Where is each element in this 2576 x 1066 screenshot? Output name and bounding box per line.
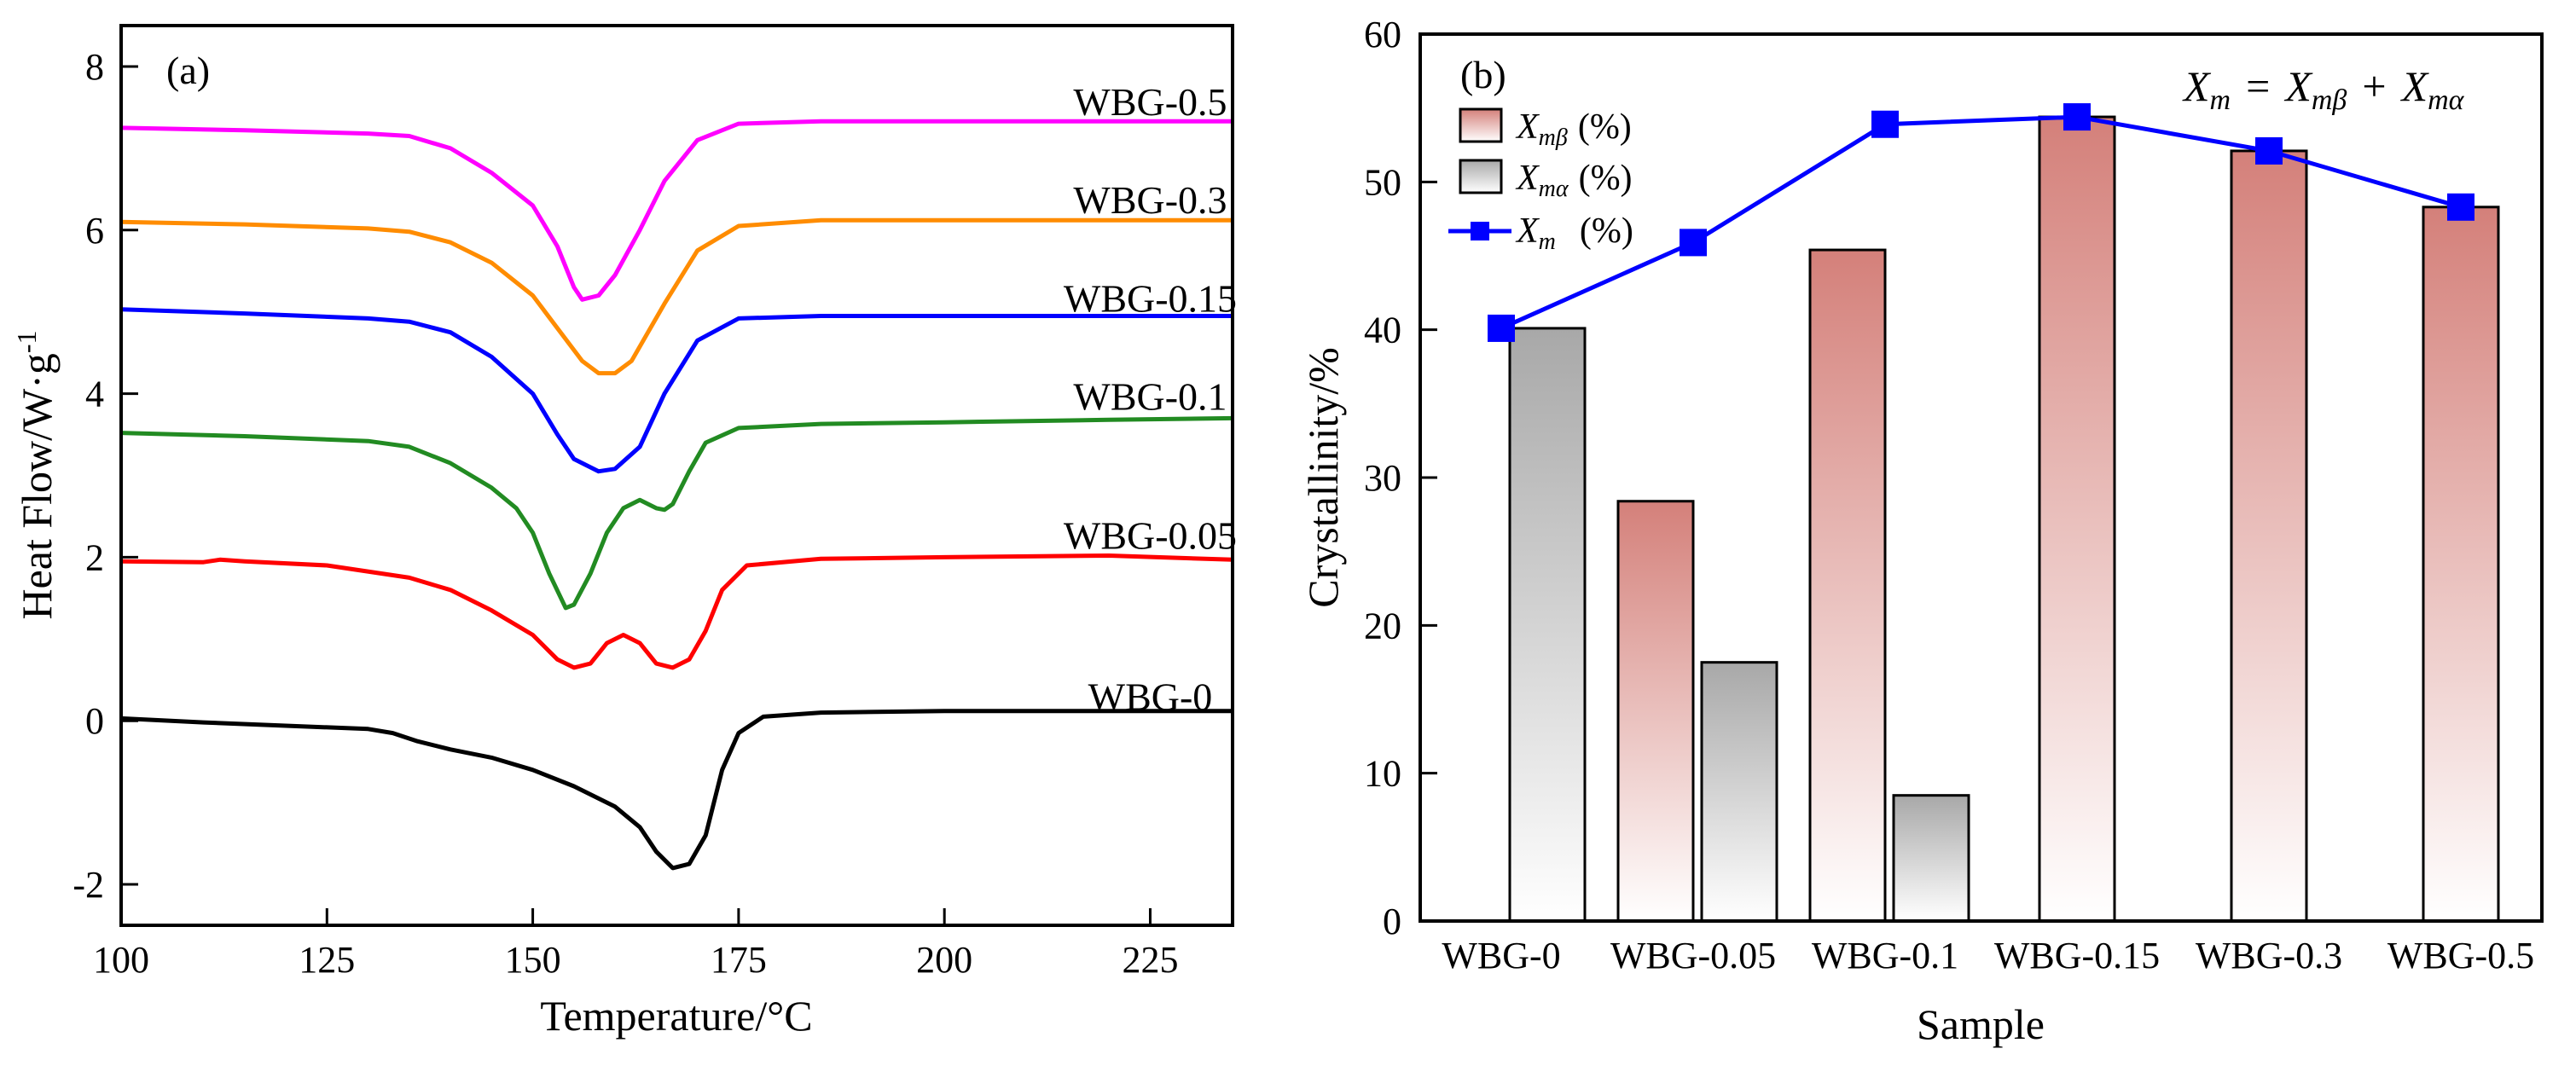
b-category-label: WBG-0 (1442, 935, 1560, 976)
curve-wbg-0 (121, 709, 1233, 871)
panel-b-ylabel: Crystallinity/% (1299, 347, 1347, 608)
legend-label-beta: Xmβ (%) (1515, 107, 1632, 151)
a-xtick-label: 100 (93, 939, 149, 981)
curve-wbg-0.15 (121, 307, 1233, 474)
xm-point (1680, 229, 1707, 257)
xm-line (1500, 114, 2462, 331)
bar-alpha (1700, 661, 1778, 923)
a-ytick-label: 0 (85, 700, 104, 742)
bar-beta (1808, 248, 1887, 923)
xm-point (1871, 110, 1899, 138)
a-ytick-label: 4 (85, 374, 104, 415)
curve-label-wbg-0.1: WBG-0.1 (1073, 374, 1227, 418)
b-category-label: WBG-0.05 (1610, 935, 1776, 976)
bar-beta (2230, 149, 2308, 923)
xm-point (2255, 136, 2283, 165)
bar-beta (2038, 115, 2116, 923)
a-xtick-label: 200 (916, 939, 972, 981)
curve-wbg-0.1 (121, 415, 1233, 611)
panel-a-xlabel: Temperature/°C (540, 992, 812, 1040)
curve-wbg-0.5 (121, 119, 1233, 302)
b-ytick-label: 30 (1364, 457, 1401, 499)
a-xtick-label: 125 (299, 939, 355, 981)
panel-b-label: (b) (1460, 53, 1506, 96)
a-ytick-label: 6 (85, 210, 104, 252)
xm-point (2447, 193, 2474, 221)
legend-marker-xm (1471, 222, 1489, 240)
a-xtick-label: 225 (1122, 939, 1178, 981)
equation: Xm = Xmβ + Xmα (2182, 62, 2465, 116)
curve-label-wbg-0: WBG-0 (1088, 675, 1213, 718)
panel-a-ylabel-sup: -1 (11, 330, 42, 353)
curve-label-wbg-0.3: WBG-0.3 (1073, 178, 1227, 222)
b-category-label: WBG-0.15 (1994, 935, 2160, 976)
b-ytick-label: 10 (1364, 753, 1401, 795)
a-ytick-label: 8 (85, 46, 104, 88)
panel-b-xlabel: Sample (1917, 1000, 2045, 1048)
xm-point (1488, 314, 1515, 342)
legend-swatch-beta (1459, 107, 1503, 143)
a-xtick-label: 150 (505, 939, 561, 981)
panel-a: WBG-0.5 WBG-0.3 WBG-0.15 WBG-0.1 WBG-0.05 WBG… (11, 24, 1237, 1040)
legend: Xmβ (%) Xmα (%) Xm (%) (1448, 107, 1633, 255)
legend-label-alpha: Xmα (%) (1515, 159, 1633, 202)
bar-beta (1616, 500, 1695, 923)
panel-b: 0 10 20 30 40 50 60 WBG-0 WBG-0.05 WBG-0.1 WBG-0.1… (1299, 14, 2544, 1048)
b-ytick-label: 0 (1383, 901, 1401, 942)
bar-alpha (1892, 794, 1970, 923)
xm-point (2063, 103, 2091, 131)
b-ytick-label: 40 (1364, 310, 1401, 351)
b-category-label: WBG-0.3 (2196, 935, 2342, 976)
b-category-label: WBG-0.1 (1812, 935, 1958, 976)
panel-a-frame (119, 24, 1234, 927)
curve-wbg-0.05 (121, 553, 1233, 670)
curve-wbg-0.3 (121, 217, 1233, 376)
bar-beta (2422, 206, 2500, 923)
panel-a-label: (a) (166, 49, 210, 92)
bar-alpha (1508, 327, 1587, 923)
b-ytick-label: 20 (1364, 605, 1401, 646)
curve-label-wbg-0.15: WBG-0.15 (1064, 276, 1237, 320)
panel-a-ylabel: Heat Flow/W·g-1 (11, 330, 61, 619)
b-ytick-label: 50 (1364, 161, 1401, 203)
curve-label-wbg-0.05: WBG-0.05 (1064, 513, 1237, 557)
a-ytick-label: 2 (85, 536, 104, 578)
b-ytick-label: 60 (1364, 14, 1401, 55)
a-xtick-label: 175 (711, 939, 767, 981)
legend-swatch-alpha (1459, 159, 1503, 194)
a-ytick-label: -2 (73, 864, 104, 906)
curve-label-wbg-0.5: WBG-0.5 (1073, 80, 1227, 124)
legend-label-xm: Xm (%) (1515, 211, 1633, 255)
b-category-label: WBG-0.5 (2387, 935, 2534, 976)
